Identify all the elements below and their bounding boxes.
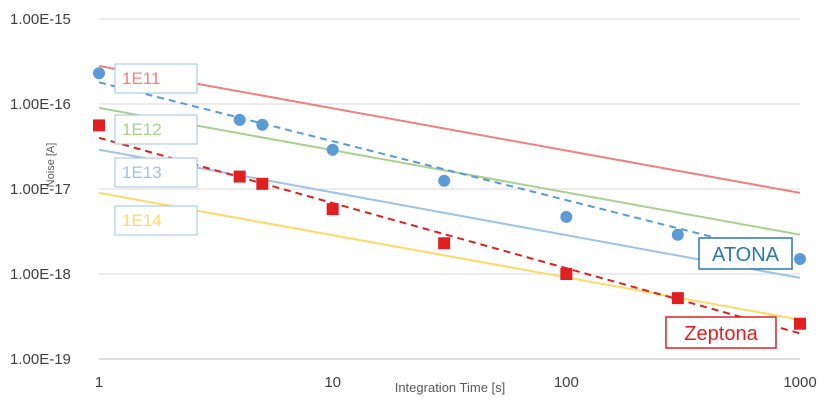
- point-zeptona: [326, 203, 339, 216]
- label-box: [114, 157, 198, 188]
- trend-lines: [98, 81, 801, 335]
- y-axis-title: Noise [A]: [45, 143, 57, 188]
- label-text: 1E11: [122, 69, 160, 88]
- reference-label-1e12: 1E12: [114, 114, 198, 145]
- point-atona: [93, 67, 105, 80]
- point-zeptona: [93, 119, 105, 132]
- data-points: [93, 67, 806, 330]
- y-tick-label: 1.00E-18: [10, 266, 71, 283]
- y-tick-label: 1.00E-17: [10, 181, 71, 198]
- y-tick-label: 1.00E-19: [10, 351, 71, 368]
- reference-label-1e13: 1E13: [114, 157, 198, 188]
- point-atona: [560, 210, 573, 223]
- label-text: ATONA: [712, 244, 780, 266]
- trend-line-zeptona: [98, 136, 801, 335]
- label-box: [114, 63, 198, 94]
- x-tick-label: 100: [554, 374, 579, 391]
- reference-label-1e14: 1E14: [114, 205, 198, 236]
- point-zeptona: [233, 170, 246, 183]
- x-tick-label: 10: [324, 374, 341, 391]
- series-labels: 1E11 1E12 1E13 1E14 ATONA Zeptona: [114, 63, 793, 349]
- point-zeptona: [256, 177, 269, 190]
- label-text: 1E12: [122, 120, 162, 139]
- grid-layer: [99, 18, 800, 360]
- y-tick-label: 1.00E-16: [10, 96, 71, 113]
- point-atona: [326, 143, 339, 156]
- point-atona: [256, 118, 269, 131]
- label-box: [665, 316, 777, 349]
- point-zeptona: [794, 317, 806, 330]
- label-box: [114, 114, 198, 145]
- point-zeptona: [560, 268, 573, 280]
- x-tick-label: 1: [95, 374, 103, 391]
- label-box: [114, 205, 198, 236]
- reference-line-1e11: [98, 65, 801, 194]
- reference-line-1e13: [98, 148, 801, 279]
- tick-labels: 1.00E-15 1.00E-16 1.00E-17 1.00E-18 1.00E-19…: [10, 11, 817, 391]
- label-text: 1E14: [122, 211, 162, 230]
- label-text: 1E13: [122, 163, 162, 182]
- trend-line-atona: [98, 81, 801, 261]
- series-label-atona: ATONA: [698, 237, 793, 270]
- point-atona: [438, 174, 451, 187]
- x-axis-title: Integration Time [s]: [395, 380, 506, 395]
- label-box: [698, 237, 793, 270]
- reference-line-1e14: [98, 191, 801, 321]
- x-tick-label: 1000: [783, 374, 816, 391]
- point-zeptona: [671, 292, 684, 305]
- point-zeptona: [438, 237, 451, 250]
- series-label-zeptona: Zeptona: [665, 316, 777, 349]
- label-text: Zeptona: [684, 323, 758, 345]
- y-tick-label: 1.00E-15: [10, 11, 71, 28]
- point-atona: [671, 228, 684, 241]
- reference-label-1e11: 1E11: [114, 63, 198, 94]
- point-atona: [233, 113, 246, 126]
- point-atona: [794, 253, 806, 266]
